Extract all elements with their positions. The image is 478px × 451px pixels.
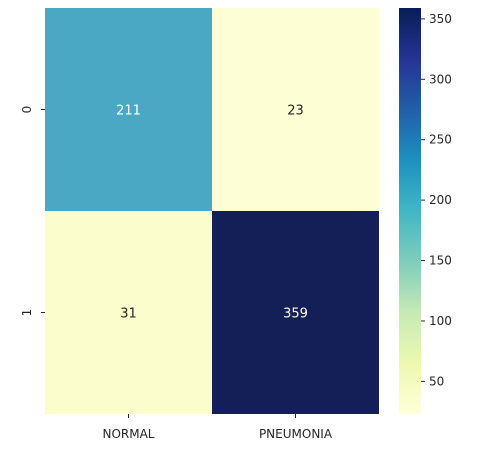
colorbar-tick-label: 350: [429, 12, 452, 26]
heatmap-cell-0-pneumonia: [212, 8, 379, 211]
cell-value-label: 359: [283, 307, 308, 322]
y-axis: 01: [20, 106, 45, 317]
cell-value-label: 23: [287, 104, 304, 119]
colorbar-tick-label: 200: [429, 193, 452, 207]
y-tick-label: 0: [20, 106, 34, 114]
colorbar-tick-label: 300: [429, 72, 452, 86]
colorbar-tick-label: 250: [429, 133, 452, 147]
cell-value-label: 31: [120, 307, 137, 322]
heatmap-cells: [45, 8, 379, 414]
colorbar-gradient: [399, 8, 421, 414]
x-axis: NORMAL PNEUMONIA: [102, 414, 333, 441]
colorbar-tick-label: 150: [429, 254, 452, 268]
colorbar-ticks: 50 100 150 200 250 300 350: [421, 12, 452, 388]
heatmap-cell-1-pneumonia: [212, 211, 379, 414]
cell-labels: 211 23 31 359: [116, 104, 308, 322]
x-tick-label: PNEUMONIA: [259, 427, 333, 441]
heatmap-cell-0-normal: [45, 8, 212, 211]
cell-value-label: 211: [116, 104, 141, 119]
y-tick-label: 1: [20, 309, 34, 317]
colorbar-tick-label: 50: [429, 374, 444, 388]
colorbar-tick-label: 100: [429, 314, 452, 328]
colorbar: 50 100 150 200 250 300 350: [399, 8, 452, 414]
heatmap-cell-1-normal: [45, 211, 212, 414]
x-tick-label: NORMAL: [102, 427, 154, 441]
